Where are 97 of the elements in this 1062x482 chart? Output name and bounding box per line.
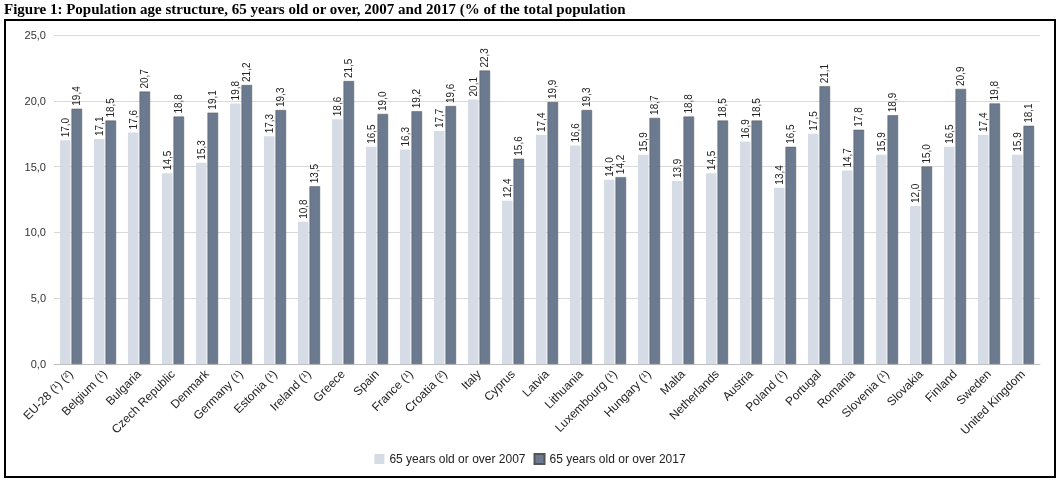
bar — [853, 129, 865, 364]
bar — [547, 102, 559, 364]
data-label: 15,6 — [513, 135, 525, 156]
data-label: 19,2 — [411, 88, 423, 109]
data-label: 19,3 — [581, 87, 593, 108]
data-label: 17,4 — [535, 112, 547, 133]
bar — [71, 108, 83, 364]
data-label: 17,5 — [807, 110, 819, 131]
bar — [513, 158, 525, 364]
bar — [309, 186, 321, 364]
data-label: 14,2 — [615, 154, 627, 175]
data-label: 17,4 — [977, 112, 989, 133]
data-label: 15,3 — [195, 139, 207, 160]
data-label: 18,8 — [683, 93, 695, 114]
data-label: 14,5 — [705, 150, 717, 171]
data-label: 18,1 — [1023, 102, 1035, 123]
data-label: 18,9 — [887, 92, 899, 113]
data-label: 16,5 — [785, 123, 797, 144]
data-label: 21,2 — [241, 62, 253, 83]
data-label: 13,5 — [309, 163, 321, 184]
y-tick-label: 25,0 — [24, 29, 46, 41]
data-label: 17,1 — [93, 116, 105, 136]
data-label: 16,9 — [739, 118, 751, 139]
data-label: 15,9 — [1011, 131, 1023, 152]
data-label: 19,8 — [229, 80, 241, 101]
data-label: 14,0 — [603, 156, 615, 177]
data-label: 17,7 — [433, 108, 445, 129]
bar — [343, 81, 355, 364]
y-tick-label: 20,0 — [24, 94, 46, 107]
data-label: 19,4 — [71, 85, 83, 106]
data-label: 19,0 — [377, 91, 389, 111]
bar — [887, 115, 899, 364]
data-label: 21,5 — [343, 58, 355, 79]
bar — [275, 110, 287, 364]
bar — [377, 113, 389, 364]
data-label: 16,5 — [943, 123, 955, 144]
bar — [955, 88, 967, 364]
data-label: 20,9 — [955, 66, 967, 86]
y-tick-label: 0,0 — [30, 358, 46, 370]
data-label: 18,5 — [105, 97, 117, 118]
data-label: 15,0 — [921, 143, 933, 164]
y-tick-label: 10,0 — [24, 226, 46, 239]
data-label: 16,6 — [569, 122, 581, 143]
data-label: 19,1 — [207, 89, 219, 110]
data-label: 17,0 — [59, 117, 71, 138]
data-label: 12,0 — [909, 183, 921, 204]
data-label: 12,4 — [501, 177, 513, 198]
data-label: 18,5 — [717, 97, 729, 118]
bar — [207, 112, 219, 364]
data-label: 22,3 — [479, 47, 491, 68]
legend-label: 65 years old or over 2007 — [389, 452, 526, 466]
data-label: 20,7 — [139, 68, 151, 89]
data-label: 18,7 — [649, 95, 661, 115]
bar — [139, 91, 151, 364]
data-label: 15,9 — [637, 131, 649, 152]
data-label: 16,5 — [365, 123, 377, 144]
bar — [479, 70, 491, 364]
data-label: 14,5 — [161, 150, 173, 171]
data-label: 17,6 — [127, 109, 139, 130]
bar — [649, 117, 661, 364]
data-label: 18,5 — [751, 97, 763, 118]
data-label: 15,9 — [875, 131, 887, 152]
bar — [989, 103, 1001, 364]
data-label: 13,4 — [773, 164, 785, 185]
bar — [581, 110, 593, 364]
data-label: 13,9 — [671, 158, 683, 179]
bar — [785, 146, 797, 364]
y-tick-label: 15,0 — [24, 160, 46, 173]
bar — [615, 177, 627, 364]
bar — [751, 120, 763, 364]
data-label: 14,7 — [841, 147, 853, 168]
bar — [105, 120, 117, 364]
data-label: 17,3 — [263, 113, 275, 134]
bar — [173, 116, 185, 364]
bar — [717, 120, 729, 364]
data-label: 20,1 — [467, 76, 479, 97]
legend-label: 65 years old or over 2017 — [549, 452, 686, 466]
bar — [241, 85, 253, 364]
data-label: 17,8 — [853, 106, 865, 127]
chart-title: Figure 1: Population age structure, 65 years old or over, 2007 and 2017 (% of the total population — [4, 0, 627, 18]
bar — [445, 106, 457, 364]
data-label: 19,3 — [275, 87, 287, 108]
data-label: 18,8 — [173, 93, 185, 114]
x-tick-label: Italy — [458, 367, 484, 393]
data-label: 18,6 — [331, 96, 343, 117]
data-label: 19,9 — [547, 79, 559, 100]
bar — [683, 116, 695, 364]
data-label: 19,6 — [445, 83, 457, 104]
bar — [819, 86, 831, 364]
data-label: 16,3 — [399, 126, 411, 147]
bar — [921, 166, 933, 364]
data-label: 21,1 — [819, 63, 831, 84]
bar — [1023, 125, 1035, 364]
bar — [411, 111, 423, 364]
data-label: 10,8 — [297, 198, 309, 219]
data-label: 19,8 — [989, 80, 1001, 101]
y-tick-label: 5,0 — [30, 292, 46, 305]
